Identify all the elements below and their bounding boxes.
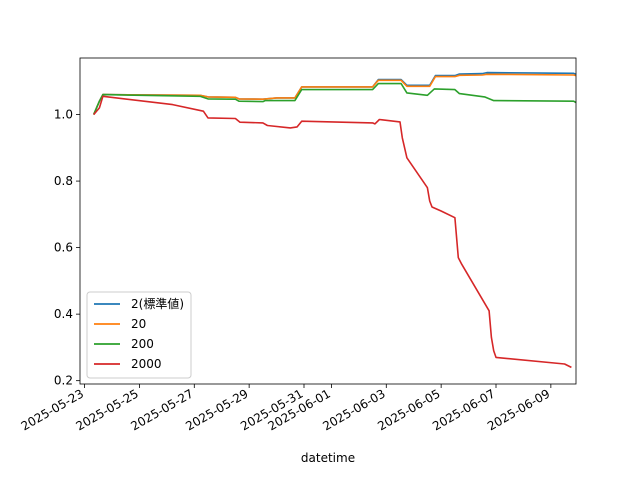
plot-area-frame	[79, 57, 577, 385]
legend: 2(標準値) 20 200 2000	[86, 291, 192, 379]
y-tick-label: 0.6	[54, 241, 73, 255]
legend-label: 200	[131, 337, 154, 351]
legend-label: 2(標準値)	[131, 296, 184, 311]
x-axis-label: datetime	[301, 451, 355, 465]
x-tick-label: 2025-06-09	[485, 386, 552, 433]
legend-label: 2000	[131, 357, 162, 371]
series-line-200	[92, 82, 577, 115]
legend-label: 20	[131, 317, 146, 331]
series-line-2000	[93, 95, 572, 369]
series-line-2	[92, 71, 577, 115]
legend-box	[86, 291, 192, 379]
y-tick-label: 0.2	[54, 374, 73, 388]
y-tick-label: 0.8	[54, 174, 73, 188]
y-tick-label: 1.0	[54, 108, 73, 122]
series-line-20	[92, 73, 577, 115]
y-tick-label: 0.4	[54, 307, 73, 321]
